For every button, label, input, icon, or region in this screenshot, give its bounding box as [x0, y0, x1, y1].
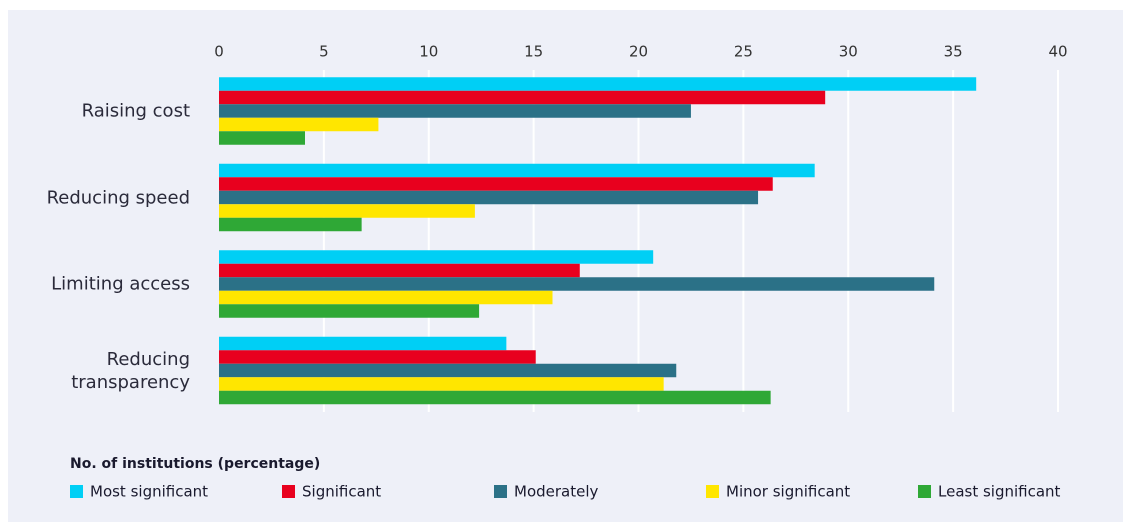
bar: [219, 217, 362, 232]
x-tick-label: 20: [629, 43, 648, 61]
category-label: Reducing speed: [46, 187, 190, 208]
x-tick-label: 40: [1048, 43, 1067, 61]
x-tick-label: 5: [319, 43, 329, 61]
legend-title: No. of institutions (percentage): [70, 456, 320, 472]
bar: [219, 90, 826, 105]
category-label: Limiting access: [51, 273, 190, 295]
bar: [219, 77, 977, 91]
legend-label: Most significant: [90, 483, 208, 501]
bar: [219, 390, 771, 405]
bar: [219, 277, 935, 291]
bar: [219, 263, 580, 278]
bar: [219, 190, 759, 205]
legend-label: Significant: [302, 483, 381, 501]
legend-label: Least significant: [938, 483, 1061, 501]
bar: [219, 250, 654, 264]
bar: [219, 177, 773, 191]
legend-swatch: [918, 485, 931, 498]
bar: [219, 204, 475, 218]
legend-swatch: [70, 485, 83, 498]
bar: [219, 163, 815, 178]
x-tick-label: 30: [839, 43, 858, 61]
x-tick-label: 10: [419, 43, 438, 61]
bar: [219, 304, 480, 318]
legend-swatch: [282, 485, 295, 498]
bar: [219, 377, 664, 391]
bar: [219, 104, 691, 118]
bar: [219, 117, 379, 132]
legend-swatch: [706, 485, 719, 498]
x-tick-label: 25: [734, 43, 753, 61]
bar: [219, 336, 507, 351]
x-tick-label: 15: [524, 43, 543, 61]
category-label: Reducing transparency: [71, 348, 190, 393]
x-tick-label: 0: [214, 43, 224, 61]
category-label: Raising cost: [81, 100, 190, 122]
x-tick-label: 35: [944, 43, 963, 61]
legend-swatch: [494, 485, 507, 498]
bar: [219, 131, 305, 145]
bar: [219, 290, 553, 305]
legend-label: Moderately: [514, 483, 599, 501]
bar: [219, 363, 677, 378]
legend-label: Minor significant: [726, 483, 850, 501]
bar: [219, 350, 536, 364]
